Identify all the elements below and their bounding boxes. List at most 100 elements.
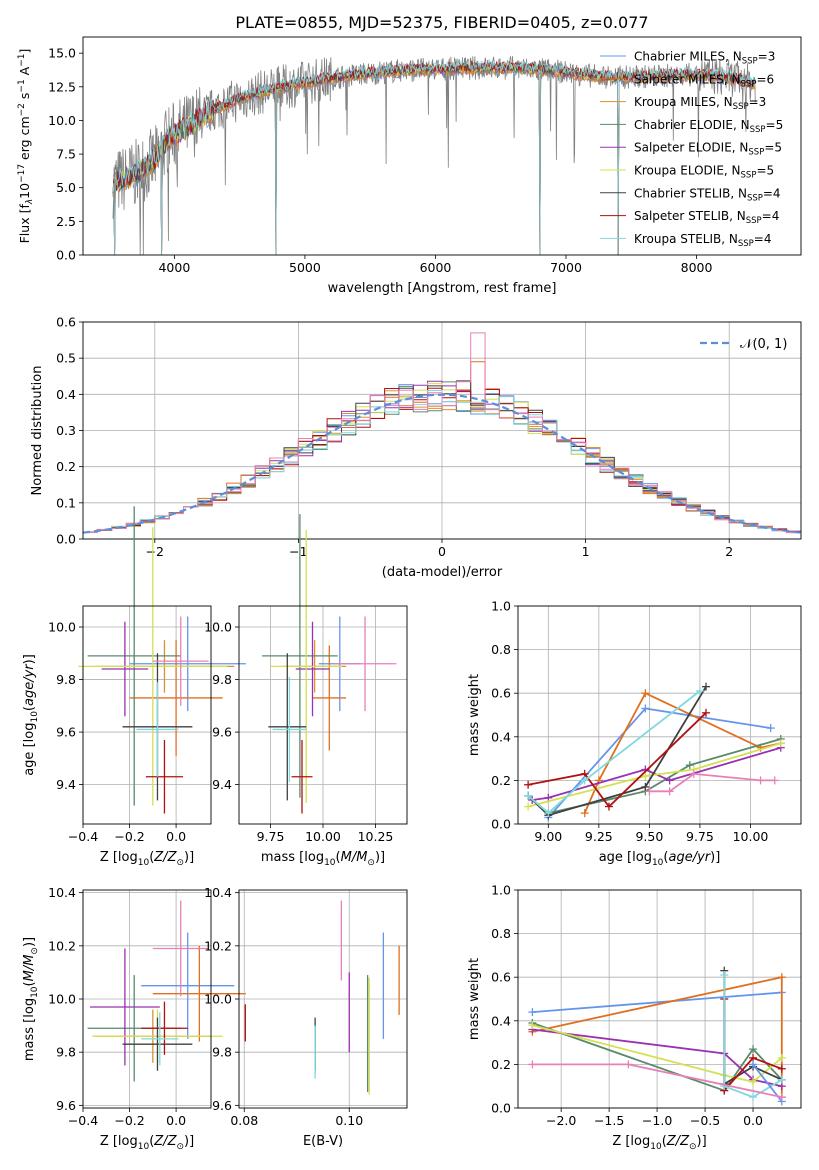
label-part: Chabrier STELIB, N: [634, 186, 747, 200]
weight-age-axes: 9.00 9.25 9.50 9.75 10.00 0.0 0.2 0.4 0.6 0.8 1.0: [491, 599, 801, 844]
label-part: (: [663, 850, 668, 865]
mass-EBV-points: [244, 900, 400, 1095]
model-spectrum: [112, 61, 756, 255]
label-part: A: [17, 66, 32, 79]
x-tick-label: −0.2: [114, 829, 144, 844]
y-tick-label: 10.0: [204, 620, 232, 635]
x-axis-label: Z [log10(Z/Z⊙)]: [612, 1134, 706, 1152]
y-tick-label: 0.4: [491, 729, 511, 744]
label-part: Z/Z: [153, 850, 177, 865]
label-part: −1: [17, 79, 27, 92]
y-axis-label: mass weight: [467, 674, 482, 756]
label-part: ⊙: [689, 1142, 697, 1152]
label-part: Salpeter STELIB, N: [634, 209, 746, 223]
y-axis-label: Normed distribution: [30, 366, 45, 496]
x-tick-label: 0: [438, 544, 446, 559]
x-tick-label: −1.0: [642, 1113, 672, 1128]
x-tick-label: 6000: [420, 260, 452, 275]
label-part: Z [log: [100, 850, 138, 865]
x-tick-label: 0.08: [230, 1113, 258, 1128]
label-part: age [log: [599, 850, 652, 865]
legend-label: Chabrier ELODIE, NSSP=5: [634, 118, 783, 135]
y-tick-label: 0.6: [491, 970, 511, 985]
x-tick-label: 9.00: [534, 829, 562, 844]
x-tick-label: 10.00: [305, 829, 341, 844]
y-tick-label: 1.0: [491, 599, 511, 614]
label-part: −17: [17, 164, 27, 183]
legend-label: Kroupa ELODIE, NSSP=5: [634, 164, 774, 181]
mass-EBV-frame: [238, 889, 408, 1109]
spectrum-legend: Chabrier MILES, NSSP=3 Salpeter MILES, N S…: [600, 50, 783, 249]
label-part: 10: [138, 858, 150, 868]
y-tick-label: 10.0: [204, 992, 232, 1007]
y-tick-label: 10.4: [48, 885, 76, 900]
y-tick-label: 0.2: [56, 459, 76, 474]
label-part: Chabrier MILES, N: [634, 50, 742, 64]
y-tick-label: 0.4: [491, 1013, 511, 1028]
label-part: =5: [764, 141, 782, 155]
y-tick-label: 9.6: [212, 1098, 232, 1113]
label-part: Z/Z: [153, 1134, 177, 1149]
label-part: SSP: [748, 148, 764, 158]
weight-line: [723, 975, 783, 1099]
y-tick-label: 9.8: [212, 1045, 232, 1060]
label-part: mass [log: [261, 850, 324, 865]
y-tick-label: 10.4: [204, 885, 232, 900]
x-axis-label: E(B-V): [303, 1134, 343, 1149]
y-axis-label: age [log10(age/yr)]: [22, 654, 40, 776]
age-Z-axes: −0.4 −0.2 0.0 9.4 9.6 9.8 10.0: [48, 606, 211, 844]
label-part: ⊙: [30, 947, 40, 955]
label-part: (: [336, 850, 341, 865]
x-tick-label: 10.25: [358, 829, 394, 844]
y-tick-label: 10.2: [48, 938, 76, 953]
weight-line: [527, 742, 782, 808]
x-tick-label: −1.5: [594, 1113, 624, 1128]
y-tick-label: 0.6: [56, 315, 76, 330]
weight-line: [532, 1024, 783, 1083]
label-part: SSP: [741, 171, 757, 181]
weight-line: [532, 1022, 783, 1092]
label-part: Salpeter MILES, N: [634, 72, 741, 86]
label-part: Kroupa MILES, N: [634, 95, 733, 109]
label-part: )]: [375, 850, 385, 865]
label-part: Flux [f: [17, 204, 32, 244]
y-tick-label: 7.5: [56, 147, 76, 162]
label-part: 10: [652, 858, 664, 868]
label-part: (: [22, 981, 37, 986]
label-part: ⊙: [367, 858, 375, 868]
weight-line: [532, 991, 782, 1013]
x-tick-label: 5000: [289, 260, 321, 275]
label-part: (: [149, 850, 154, 865]
label-part: Z [log: [100, 1134, 138, 1149]
legend-label: Chabrier STELIB, NSSP=4: [634, 186, 781, 203]
y-tick-label: 0.0: [56, 532, 76, 547]
y-tick-label: 0.2: [491, 1057, 511, 1072]
label-part: 10: [650, 1142, 662, 1152]
y-tick-label: 9.4: [212, 777, 232, 792]
label-part: )]: [710, 850, 720, 865]
x-tick-label: 8000: [681, 260, 713, 275]
model-spectrum: [112, 61, 756, 255]
y-tick-label: 0.0: [56, 248, 76, 263]
label-part: −1: [17, 54, 27, 67]
label-part: ⊙: [176, 1142, 184, 1152]
legend-label: Kroupa STELIB, NSSP=4: [634, 232, 772, 249]
y-tick-label: 10.0: [48, 992, 76, 1007]
label-part: ⊙: [176, 858, 184, 868]
spectrum-plot: [112, 55, 756, 255]
plot-layer: 4000 5000 6000 7000 80000.02.55.07.510.012.5…: [17, 36, 802, 1152]
weight-line: [527, 712, 707, 808]
x-tick-label: 7000: [550, 260, 582, 275]
mass-Z-frame: [82, 889, 212, 1109]
legend-label: Chabrier MILES, NSSP=3: [634, 50, 775, 67]
y-tick-label: 0.1: [56, 495, 76, 510]
x-tick-label: 9.25: [585, 829, 613, 844]
label-part: 10: [30, 986, 40, 998]
y-tick-label: 10.2: [204, 938, 232, 953]
y-axis-label: mass [log10(M/M⊙)]: [22, 937, 40, 1061]
x-tick-label: −2.0: [546, 1113, 576, 1128]
x-axis-label: age [log10(age/yr)]: [599, 850, 721, 868]
model-spectrum: [112, 62, 756, 255]
weight-line: [527, 690, 701, 815]
x-axis-label: (data-model)/error: [382, 565, 503, 580]
